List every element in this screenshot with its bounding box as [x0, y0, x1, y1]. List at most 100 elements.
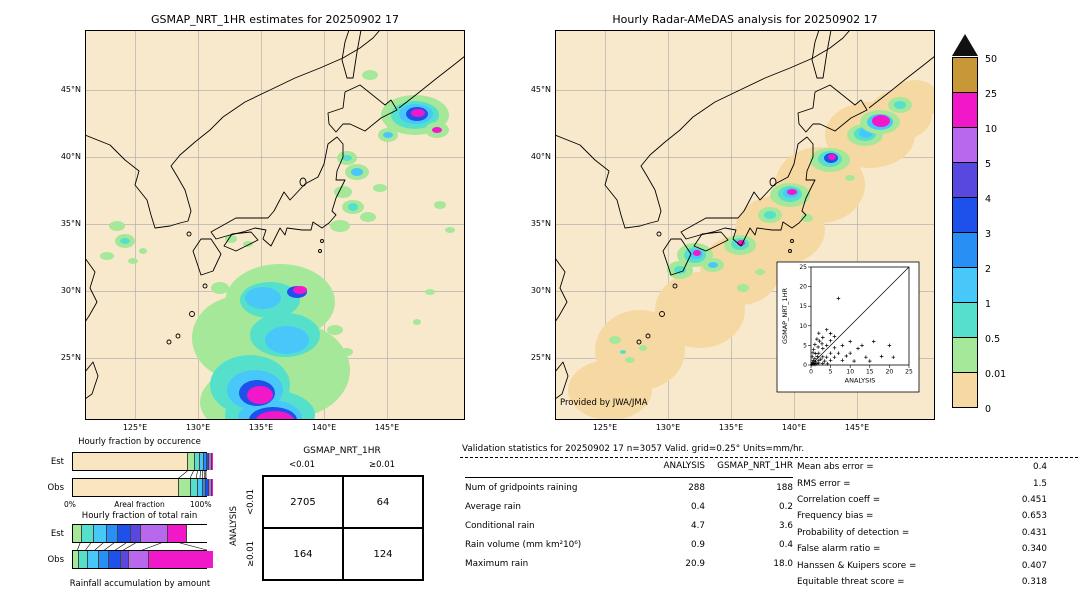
validation-table: ANALYSIS GSMAP_NRT_1HR Num of gridpoints…	[465, 461, 793, 573]
score-row: Frequency bias = 0.653	[797, 511, 1047, 522]
contingency-row-group: ANALYSIS	[229, 505, 239, 547]
colorbar-tick-label: 0.01	[985, 369, 1007, 380]
bar-segment	[73, 479, 180, 496]
occurrence-chart-title: Hourly fraction by occurence	[78, 437, 201, 447]
score-row: Hanssen & Kuipers score = 0.407	[797, 560, 1047, 571]
occurrence-xlabel: Areal fraction	[114, 500, 165, 509]
data-credit: Provided by JWA/JMA	[560, 398, 648, 408]
rain-cell	[243, 241, 253, 247]
bar-segment	[198, 479, 204, 496]
lon-tick-label: 130°E	[185, 423, 211, 432]
rain-cell	[764, 211, 776, 219]
radar-amedas-map: 0 5 10 15 20 25 0 5 10 15 20 25 ANALYSIS…	[555, 30, 935, 420]
bar-segment	[93, 525, 107, 542]
colorbar-tick-label: 2	[985, 264, 992, 275]
bar-segment	[131, 525, 142, 542]
scatter-points	[810, 296, 896, 367]
lon-tick-label: 140°E	[311, 423, 337, 432]
right-map-title: Hourly Radar-AMeDAS analysis for 2025090…	[612, 13, 878, 26]
rain-cell	[245, 287, 281, 309]
bar-segment	[167, 525, 188, 542]
rain-cell	[351, 168, 363, 176]
lon-tick-label: 125°E	[592, 423, 618, 432]
svg-text:15: 15	[866, 369, 874, 376]
lat-tick-label: 40°N	[60, 152, 81, 161]
inset-tick-labels: 0 5 10 15 20 25 0 5 10 15 20 25	[799, 264, 913, 376]
rain-cell	[362, 70, 378, 80]
lat-tick-label: 35°N	[530, 219, 551, 228]
colorbar-segment	[952, 267, 978, 303]
rain-cell	[383, 132, 393, 138]
colorbar-segment	[952, 197, 978, 233]
lon-tick-label: 125°E	[122, 423, 148, 432]
score-row: Probability of detection = 0.431	[797, 527, 1047, 538]
lat-tick-label: 45°N	[60, 85, 81, 94]
rain-cell	[693, 250, 701, 256]
occurrence-connectors	[178, 471, 207, 478]
svg-text:25: 25	[799, 264, 807, 271]
svg-text:20: 20	[799, 284, 807, 291]
rain-cell	[100, 252, 114, 260]
occurrence-bar-est	[72, 452, 213, 471]
validation-header: Validation statistics for 20250902 17 n=…	[462, 444, 805, 454]
rain-cell	[128, 258, 138, 264]
contingency-table: 2705 64 164 124	[262, 475, 424, 581]
colorbar-segment	[952, 92, 978, 128]
rain-cell	[360, 212, 376, 222]
rain-cell	[755, 269, 765, 275]
rain-cell	[327, 325, 343, 335]
rain-cell	[737, 284, 749, 292]
rain-cell	[445, 227, 455, 233]
colorbar-tick-label: 1	[985, 299, 992, 310]
rain-cell	[425, 289, 435, 295]
contingency-row-label: <0.01	[246, 488, 256, 516]
score-row: RMS error = 1.5	[797, 478, 1047, 489]
skill-scores: Mean abs error = 0.4 RMS error = 1.5 Corre…	[797, 459, 1047, 590]
rain-cell	[334, 186, 352, 198]
occurrence-x1: 100%	[190, 500, 212, 509]
bar-segment	[203, 453, 207, 470]
lon-tick-label: 135°E	[718, 423, 744, 432]
bar-segment	[209, 479, 212, 496]
rain-cell	[801, 214, 813, 222]
rain-cell	[211, 282, 229, 294]
left-map-title: GSMAP_NRT_1HR estimates for 20250902 17	[150, 13, 400, 26]
lat-tick-label: 45°N	[530, 85, 551, 94]
occurrence-bar-obs	[72, 478, 213, 497]
inset-ticks	[808, 266, 910, 368]
rain-cell	[609, 336, 621, 344]
contingency-col-label: <0.01	[288, 460, 316, 470]
bar-segment	[118, 525, 132, 542]
bar-segment	[206, 453, 210, 470]
bar-segment	[187, 453, 195, 470]
validation-header-row: ANALYSIS GSMAP_NRT_1HR	[465, 461, 793, 478]
rain-cell	[828, 154, 836, 160]
colorbar-tick-label: 3	[985, 229, 992, 240]
bar-segment	[187, 525, 214, 542]
lon-tick-label: 130°E	[655, 423, 681, 432]
inset-ylabel: GSMAP_NRT_1HR	[781, 287, 789, 344]
score-row: Mean abs error = 0.4	[797, 462, 1047, 473]
colorbar-tick-label: 50	[985, 54, 998, 65]
table-row: Average rain 0.4 0.2	[465, 501, 793, 512]
svg-text:0: 0	[803, 362, 807, 369]
colorbar-segment	[952, 57, 978, 93]
lat-tick-label: 30°N	[530, 286, 551, 295]
score-row: False alarm ratio = 0.340	[797, 544, 1047, 555]
lon-tick-label: 140°E	[781, 423, 807, 432]
rain-rate-colorbar: 50 25 10 5 4 3 2 1 0.5 0.01 0	[952, 34, 1022, 415]
dashed-divider	[460, 457, 1078, 458]
table-row: Maximum rain 20.9 18.0	[465, 558, 793, 569]
contingency-cell: 164	[263, 528, 343, 580]
rain-cell	[674, 266, 686, 274]
rain-cell	[255, 411, 295, 420]
svg-text:10: 10	[846, 369, 854, 376]
bar-segment	[149, 551, 213, 568]
lon-tick-label: 145°E	[374, 423, 400, 432]
lat-tick-label: 30°N	[60, 286, 81, 295]
colorbar-tick-label: 25	[985, 89, 998, 100]
rain-cell	[620, 350, 626, 354]
rain-cell	[120, 238, 130, 244]
rain-cell	[293, 286, 307, 294]
rain-cell	[109, 221, 125, 231]
